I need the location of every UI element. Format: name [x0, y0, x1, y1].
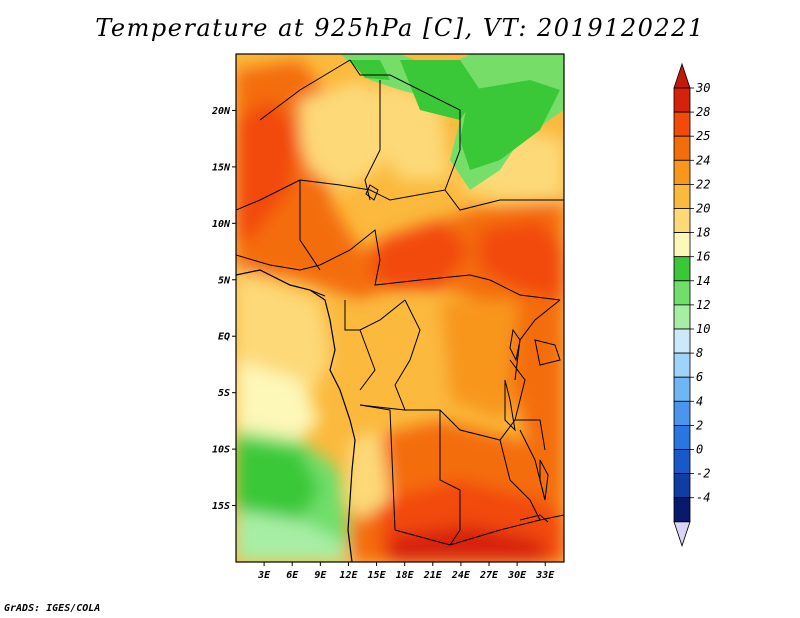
country-borders [236, 59, 564, 562]
colorbar-label: 2 [696, 418, 703, 432]
lat-tick-label: 15N [212, 162, 231, 173]
lon-tick-label: 12E [339, 570, 358, 581]
colorbar-label: 14 [696, 274, 710, 288]
colorbar-label: 22 [696, 177, 710, 191]
colorbar-swatch [673, 135, 691, 161]
colorbar-label: 8 [696, 346, 703, 360]
colorbar-swatch [673, 424, 691, 450]
colorbar-swatch [673, 352, 691, 378]
lat-tick-label: 10N [212, 219, 231, 230]
colorbar-label: 25 [696, 129, 710, 143]
colorbar-swatch [673, 473, 691, 499]
colorbar-label: -2 [696, 467, 710, 481]
colorbar-label: 12 [696, 298, 710, 312]
colorbar-swatch [673, 87, 691, 113]
map-frame [235, 53, 565, 563]
colorbar-label: 28 [696, 105, 710, 119]
colorbar-swatch [673, 159, 691, 185]
colorbar-label: 20 [696, 202, 710, 216]
colorbar-swatch [673, 232, 691, 258]
lon-tick-label: 3E [257, 570, 271, 581]
colorbar-label: 30 [695, 81, 710, 95]
lon-tick-label: 15E [368, 570, 387, 581]
colorbar-swatch [673, 328, 691, 354]
lat-tick-label: 15S [212, 501, 230, 512]
colorbar-swatch [673, 183, 691, 209]
lon-tick-label: 24E [451, 570, 471, 581]
colorbar-swatch [673, 280, 691, 306]
colorbar-swatch [673, 376, 691, 402]
colorbar-underflow-triangle [673, 521, 691, 548]
lon-tick-label: 9E [314, 570, 327, 581]
colorbar-swatch [673, 304, 691, 330]
colorbar-label: 10 [696, 322, 710, 336]
colorbar-label: 0 [696, 443, 703, 457]
lon-tick-label: 21E [423, 570, 443, 581]
longitude-axis: 3E 6E 9E 12E 15E 18E 21E 24E 27E 30E 33E [257, 562, 555, 581]
lat-tick-label: 5S [218, 388, 230, 399]
colorbar-swatch [673, 208, 691, 234]
colorbar-label: 24 [696, 153, 710, 167]
colorbar-overflow-triangle [673, 62, 691, 89]
colorbar-label: 18 [696, 226, 710, 240]
colorbar-label: 6 [696, 370, 703, 384]
colorbar-label: -4 [696, 491, 710, 505]
lat-tick-label: 5N [218, 275, 231, 286]
colorbar-swatch [673, 111, 691, 137]
lon-tick-label: 18E [396, 570, 415, 581]
lon-tick-label: 6E [286, 570, 299, 581]
temperature-field [236, 54, 564, 562]
latitude-axis: 20N 15N 10N 5N EQ 5S 10S 15S [211, 106, 236, 512]
lat-tick-label: EQ [218, 332, 230, 343]
chart-title: Temperature at 925hPa [C], VT: 201912022… [95, 14, 705, 42]
colorbar-label: 4 [696, 394, 703, 408]
lat-tick-label: 10S [212, 445, 230, 456]
colorbar-label: 16 [696, 250, 710, 264]
lon-tick-label: 30E [507, 570, 527, 581]
lat-tick-label: 20N [211, 106, 231, 117]
lon-tick-label: 27E [479, 570, 499, 581]
colorbar-swatch [673, 497, 691, 523]
colorbar-swatch [673, 449, 691, 475]
footer-credit: GrADS: IGES/COLA [4, 603, 101, 614]
colorbar-swatch [673, 400, 691, 426]
colorbar-swatch [673, 256, 691, 282]
lon-tick-label: 33E [535, 570, 555, 581]
